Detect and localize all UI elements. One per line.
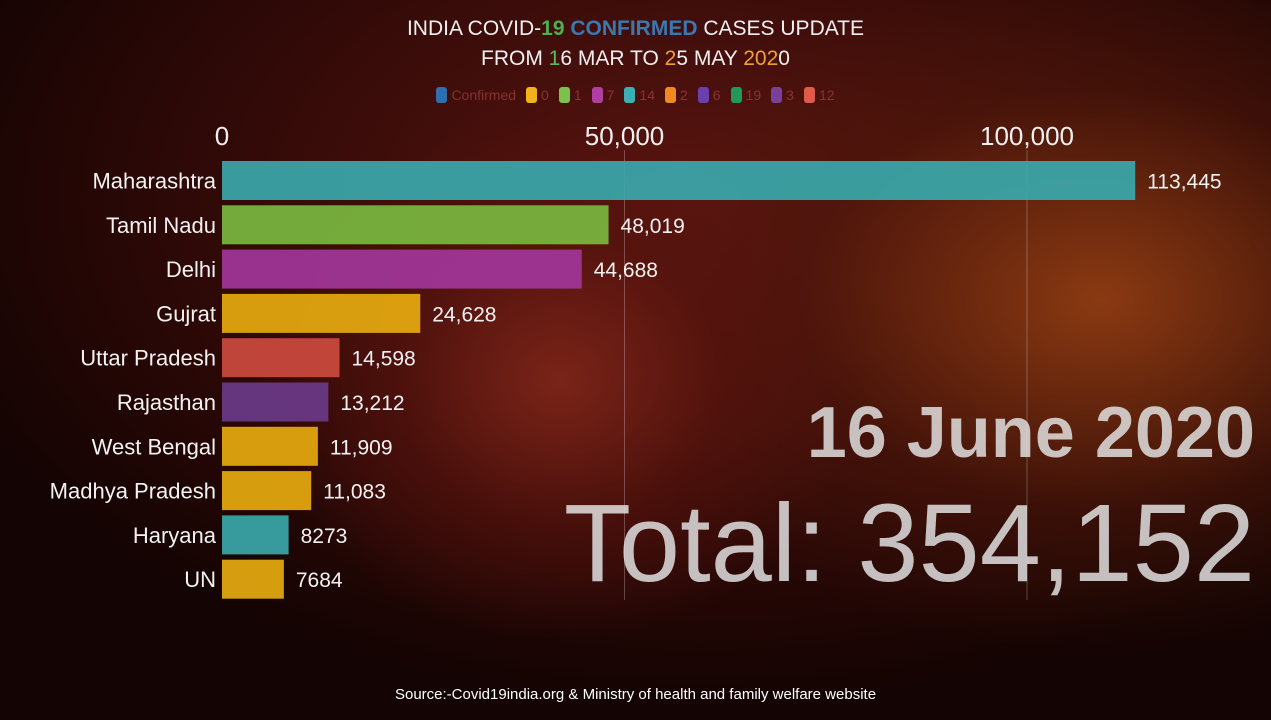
- legend-item: Confirmed: [436, 87, 516, 103]
- bar: [222, 205, 609, 245]
- value-label: 113,445: [1147, 171, 1221, 194]
- value-label: 11,083: [323, 481, 386, 504]
- category-label: Tamil Nadu: [106, 213, 216, 238]
- value-label: 13,212: [340, 392, 404, 415]
- bar: [222, 515, 289, 555]
- value-label: 8273: [301, 525, 348, 548]
- legend-label: 6: [712, 87, 721, 103]
- legend-item: 0: [526, 87, 549, 103]
- title-segment: 202: [743, 47, 779, 70]
- legend-item: 12: [803, 87, 835, 103]
- title-segment: 6 MAR TO: [560, 47, 665, 70]
- value-label: 48,019: [621, 215, 685, 238]
- legend-label: 3: [786, 87, 794, 103]
- legend-swatch: [771, 87, 783, 103]
- category-label: Delhi: [166, 257, 216, 282]
- value-label: 14,598: [352, 348, 416, 371]
- source-note: Source:-Covid19india.org & Ministry of h…: [394, 686, 877, 703]
- chart-title-line1: INDIA COVID-19 CONFIRMED CASES UPDATE: [0, 14, 1271, 44]
- legend-swatch: [436, 87, 448, 103]
- title-segment: INDIA COVID-: [406, 17, 542, 40]
- title-segment: FROM: [481, 47, 549, 70]
- bar: [222, 338, 340, 378]
- legend-swatch: [526, 87, 538, 103]
- title-segment: CASES UPDATE: [697, 17, 865, 40]
- category-label: Maharashtra: [92, 169, 216, 194]
- legend: Confirmed 0 1 7 14 2 6 19 3 12: [0, 87, 1271, 103]
- x-tick-label: 50,000: [585, 121, 665, 151]
- category-label: Uttar Pradesh: [80, 346, 216, 371]
- legend-label: 2: [680, 87, 688, 103]
- bar: [222, 559, 284, 599]
- value-label: 7684: [296, 569, 343, 592]
- value-label: 11,909: [330, 436, 393, 459]
- legend-swatch: [624, 87, 636, 103]
- legend-item: 19: [730, 87, 762, 103]
- value-label: 24,628: [432, 303, 496, 326]
- legend-swatch: [803, 87, 815, 103]
- legend-swatch: [558, 87, 570, 103]
- title-segment: CONFIRMED: [570, 17, 698, 40]
- title-segment: 0: [778, 47, 790, 70]
- legend-label: 12: [818, 87, 835, 103]
- bar: [222, 161, 1136, 200]
- legend-label: 7: [606, 87, 615, 103]
- legend-label: Confirmed: [451, 87, 517, 103]
- bar: [222, 293, 421, 333]
- category-label: Gujrat: [156, 301, 216, 326]
- title-segment: 1: [548, 47, 561, 70]
- bar: [222, 249, 582, 289]
- total-count: Total: 354,152: [563, 482, 1255, 605]
- legend-item: 1: [558, 87, 582, 103]
- current-date: 16 June 2020: [806, 393, 1255, 473]
- category-label: Haryana: [133, 523, 217, 548]
- legend-item: 2: [665, 87, 688, 103]
- legend-item: 6: [697, 87, 721, 103]
- title-segment: 2: [664, 47, 677, 70]
- category-label: Rajasthan: [117, 390, 216, 415]
- legend-swatch: [697, 87, 709, 103]
- x-tick-label: 0: [215, 121, 229, 151]
- legend-swatch: [591, 87, 603, 103]
- bar: [222, 426, 318, 466]
- legend-item: 3: [771, 87, 794, 103]
- legend-label: 1: [573, 87, 582, 103]
- legend-swatch: [730, 87, 742, 103]
- category-label: West Bengal: [92, 434, 216, 459]
- category-label: UN: [184, 567, 216, 592]
- bar: [222, 382, 329, 422]
- title-segment: 19: [541, 17, 565, 40]
- value-label: 44,688: [594, 259, 658, 282]
- legend-item: 7: [591, 87, 615, 103]
- legend-label: 14: [639, 87, 655, 103]
- legend-item: 14: [624, 87, 655, 103]
- bar: [222, 471, 312, 511]
- legend-label: 0: [541, 87, 549, 103]
- legend-swatch: [665, 87, 676, 103]
- title-segment: 5 MAY: [676, 47, 744, 70]
- x-tick-label: 100,000: [980, 121, 1074, 151]
- category-label: Madhya Pradesh: [50, 479, 216, 504]
- legend-label: 19: [745, 87, 762, 103]
- chart-title-line2: FROM 16 MAR TO 25 MAY 2020: [0, 44, 1271, 74]
